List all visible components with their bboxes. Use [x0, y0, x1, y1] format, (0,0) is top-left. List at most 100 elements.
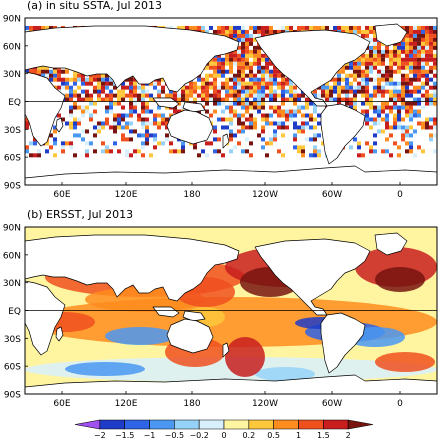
anomaly-cell: [433, 133, 437, 138]
anomaly-cell: [369, 29, 373, 34]
anomaly-cell: [405, 65, 409, 70]
anomaly-cell: [157, 81, 161, 86]
anomaly-cell: [37, 149, 41, 154]
anomaly-cell: [313, 133, 317, 138]
anomaly-cell: [389, 89, 393, 94]
panel-b-map: [24, 226, 438, 395]
anomaly-cell: [85, 97, 89, 102]
anomaly-cell: [345, 77, 349, 82]
lon-label: 180: [183, 190, 200, 200]
anomaly-cell: [25, 145, 29, 150]
anomaly-cell: [261, 101, 265, 106]
anomaly-cell: [421, 37, 425, 42]
anomaly-cell: [109, 77, 113, 82]
anomaly-cell: [409, 113, 413, 118]
anomaly-cell: [145, 105, 149, 110]
anomaly-cell: [385, 77, 389, 82]
anomaly-cell: [373, 121, 377, 126]
anomaly-cell: [429, 25, 433, 30]
anomaly-cell: [61, 117, 65, 122]
anomaly-cell: [169, 93, 173, 98]
anomaly-cell: [261, 25, 265, 30]
anomaly-cell: [165, 117, 169, 122]
anomaly-cell: [401, 89, 405, 94]
anomaly-region: [255, 367, 315, 381]
anomaly-cell: [349, 73, 353, 78]
anomaly-cell: [385, 69, 389, 74]
anomaly-cell: [149, 93, 153, 98]
anomaly-cell: [393, 121, 397, 126]
anomaly-cell: [141, 117, 145, 122]
anomaly-cell: [417, 37, 421, 42]
anomaly-cell: [101, 125, 105, 130]
anomaly-cell: [401, 49, 405, 54]
anomaly-cell: [333, 25, 337, 30]
anomaly-cell: [113, 129, 117, 134]
anomaly-cell: [125, 77, 129, 82]
anomaly-cell: [433, 125, 437, 130]
anomaly-cell: [217, 57, 221, 62]
anomaly-cell: [353, 137, 357, 142]
anomaly-cell: [189, 93, 193, 98]
anomaly-cell: [293, 109, 297, 114]
anomaly-cell: [65, 97, 69, 102]
anomaly-cell: [237, 45, 241, 50]
landmass-antarctica: [25, 374, 437, 394]
anomaly-cell: [113, 121, 117, 126]
anomaly-cell: [397, 49, 401, 54]
anomaly-cell: [101, 77, 105, 82]
landmass-australia: [166, 318, 214, 354]
anomaly-cell: [373, 93, 377, 98]
anomaly-cell: [101, 149, 105, 154]
anomaly-cell: [237, 93, 241, 98]
anomaly-cell: [317, 25, 321, 30]
anomaly-cell: [225, 69, 229, 74]
anomaly-cell: [397, 153, 401, 158]
panel-a-lon-labels: 60E 120E 180 120W 60W 0: [53, 182, 403, 200]
anomaly-region: [375, 267, 425, 292]
anomaly-cell: [149, 81, 153, 86]
panel-b-coastlines: [25, 232, 437, 394]
anomaly-cell: [361, 69, 365, 74]
anomaly-cell: [405, 37, 409, 42]
anomaly-cell: [89, 141, 93, 146]
anomaly-cell: [29, 25, 33, 30]
anomaly-cell: [245, 137, 249, 142]
anomaly-cell: [301, 129, 305, 134]
anomaly-cell: [177, 109, 181, 114]
anomaly-cell: [433, 29, 437, 34]
anomaly-cell: [429, 117, 433, 122]
anomaly-cell: [89, 113, 93, 118]
anomaly-cell: [365, 65, 369, 70]
anomaly-cell: [121, 137, 125, 142]
colorbar-swatch: [174, 419, 200, 430]
anomaly-cell: [389, 57, 393, 62]
anomaly-cell: [181, 25, 185, 30]
anomaly-cell: [357, 153, 361, 158]
anomaly-cell: [417, 77, 421, 82]
anomaly-cell: [421, 65, 425, 70]
anomaly-cell: [25, 25, 29, 30]
anomaly-cell: [409, 77, 413, 82]
anomaly-cell: [397, 109, 401, 114]
anomaly-cell: [277, 125, 281, 130]
anomaly-cell: [69, 141, 73, 146]
anomaly-cell: [29, 69, 33, 74]
anomaly-cell: [293, 97, 297, 102]
anomaly-cell: [433, 41, 437, 46]
anomaly-cell: [61, 77, 65, 82]
anomaly-cell: [369, 61, 373, 66]
anomaly-cell: [113, 141, 117, 146]
anomaly-cell: [325, 81, 329, 86]
anomaly-cell: [417, 109, 421, 114]
anomaly-cell: [45, 69, 49, 74]
anomaly-cell: [73, 89, 77, 94]
anomaly-cell: [425, 33, 429, 38]
anomaly-cell: [289, 97, 293, 102]
anomaly-cell: [369, 49, 373, 54]
anomaly-cell: [105, 97, 109, 102]
anomaly-cell: [221, 65, 225, 70]
anomaly-cell: [377, 113, 381, 118]
anomaly-cell: [385, 81, 389, 86]
anomaly-cell: [229, 105, 233, 110]
